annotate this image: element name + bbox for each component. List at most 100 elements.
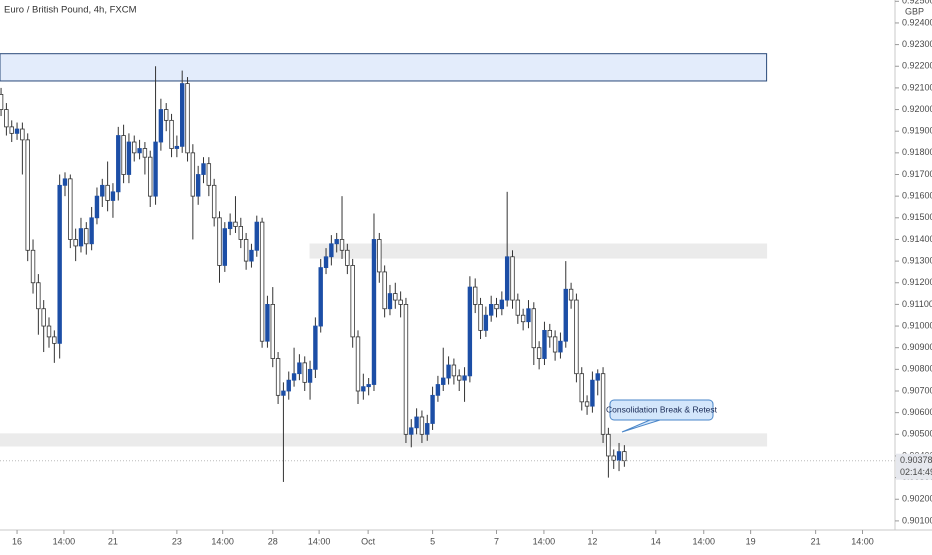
candle-body: [195, 174, 201, 197]
candle-body: [158, 109, 164, 143]
candle-body: [84, 228, 89, 245]
candle-body: [259, 221, 265, 342]
candle-body: [14, 128, 20, 134]
x-tick-label: 14:00: [53, 536, 76, 546]
candle-body: [430, 394, 435, 424]
candle-body: [371, 239, 377, 385]
candle-body: [297, 362, 302, 375]
candle-body: [164, 109, 169, 121]
candle-body: [547, 329, 552, 338]
candle-body: [62, 178, 68, 186]
candle-body: [504, 256, 510, 301]
candle-body: [531, 308, 537, 349]
candle-body: [595, 373, 600, 381]
candle-body: [100, 184, 105, 197]
candle-body: [41, 308, 46, 327]
candle-body: [142, 148, 148, 158]
candle-body: [451, 364, 457, 377]
candle-body: [520, 314, 526, 323]
candle-body: [398, 299, 403, 305]
zone: [309, 243, 768, 259]
candle-body: [254, 221, 259, 251]
candle-body: [552, 336, 558, 353]
candle-body: [57, 184, 62, 344]
candle-body: [419, 416, 425, 435]
candle-body: [446, 364, 451, 379]
candle-body: [137, 148, 142, 154]
y-tick-label: 0.90800: [902, 364, 932, 374]
candle-body: [89, 217, 94, 245]
x-tick-label: 14:00: [851, 536, 874, 546]
x-tick-label: 16: [12, 536, 22, 546]
candle-body: [206, 163, 212, 186]
candle-body: [403, 304, 409, 435]
annotation-callout: Consolidation Break & Retest: [606, 399, 718, 433]
candle-body: [233, 221, 238, 227]
candle-body: [425, 423, 430, 435]
candle-body: [606, 433, 611, 457]
candle-body: [467, 286, 473, 377]
x-tick-label: 21: [811, 536, 821, 546]
candle-body: [73, 239, 78, 247]
x-tick-label: 14:00: [211, 536, 234, 546]
candle-body: [30, 249, 36, 284]
candle-body: [249, 249, 254, 262]
candle-body: [201, 163, 206, 175]
candle-body: [616, 451, 622, 461]
candle-body: [121, 135, 126, 175]
candle-body: [286, 379, 291, 392]
candle-body: [590, 379, 595, 407]
candle-body: [536, 347, 542, 359]
y-tick-label: 0.90600: [902, 407, 932, 417]
candle-body: [94, 195, 100, 219]
candle-body: [377, 239, 382, 273]
candle-body: [185, 83, 190, 154]
candle-body: [355, 336, 361, 392]
last-price-label: 0.90378: [900, 455, 932, 465]
y-tick-label: 0.92300: [902, 39, 932, 49]
candle-body: [473, 286, 478, 305]
candle-body: [478, 304, 483, 331]
candle-body: [52, 336, 57, 344]
candle-body: [302, 362, 307, 383]
y-tick-label: 0.90700: [902, 385, 932, 395]
candle-body: [568, 288, 574, 301]
candle-body: [46, 325, 52, 338]
annotation-text: Consolidation Break & Retest: [606, 404, 718, 414]
candle-body: [281, 390, 286, 396]
y-tick-label: 0.91100: [902, 299, 932, 309]
x-tick-label: 5: [430, 536, 435, 546]
candle-body: [9, 126, 14, 134]
candle-body: [563, 288, 568, 342]
candle-body: [169, 119, 174, 149]
y-tick-label: 0.92200: [902, 61, 932, 71]
candle-body: [217, 217, 222, 266]
y-tick-label: 0.90200: [902, 494, 932, 504]
y-tick-label: 0.91700: [902, 169, 932, 179]
y-tick-label: 0.92500: [902, 0, 932, 6]
zone: [0, 53, 768, 82]
x-tick-label: 14:00: [308, 536, 331, 546]
candle-body: [393, 293, 398, 301]
candle-body: [366, 384, 371, 388]
y-tick-label: 0.90900: [902, 342, 932, 352]
x-tick-label: 14:00: [692, 536, 715, 546]
candle-body: [579, 373, 584, 403]
candle-body: [174, 145, 180, 149]
candle-body: [350, 265, 355, 338]
candle-body: [25, 139, 30, 251]
y-tick-label: 0.91200: [902, 277, 932, 287]
countdown-label: 02:14:49: [900, 467, 932, 477]
candle-body: [387, 293, 393, 310]
x-tick-label: 19: [746, 536, 756, 546]
candle-body: [542, 329, 547, 359]
candle-body: [126, 141, 132, 175]
x-tick-label: 14:00: [533, 536, 556, 546]
y-tick-label: 0.92000: [902, 104, 932, 114]
candles: [0, 66, 627, 482]
candle-body: [600, 373, 606, 435]
candle-body: [179, 83, 185, 147]
chart-title: Euro / British Pound, 4h, FXCM: [4, 5, 137, 16]
y-tick-label: 0.91600: [902, 191, 932, 201]
